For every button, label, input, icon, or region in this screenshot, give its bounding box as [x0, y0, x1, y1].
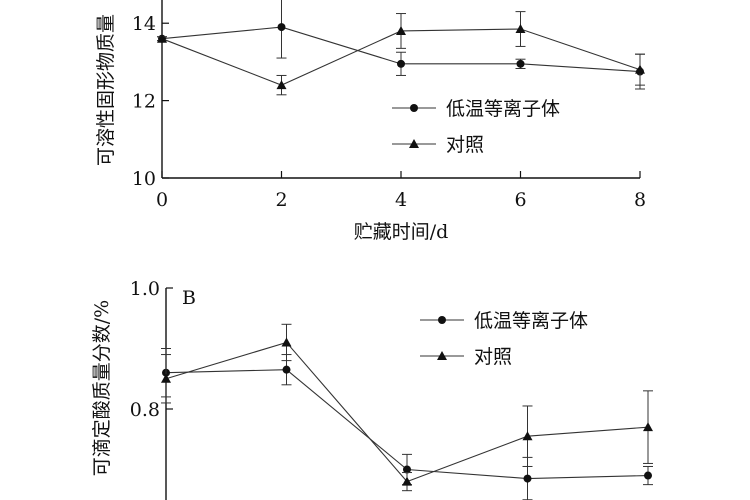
data-point [522, 431, 533, 441]
legend-label: 低温等离子体 [474, 310, 588, 332]
x-tick-label: 0 [156, 189, 168, 211]
data-point [396, 25, 406, 35]
series-plasma [161, 348, 653, 500]
data-point [635, 64, 645, 74]
legend-label: 低温等离子体 [446, 98, 560, 120]
y-tick-label: 10 [132, 168, 156, 190]
series-control [157, 11, 645, 96]
x-tick-label: 2 [275, 189, 287, 211]
y-axis-title: 可溶性固形物质量 [95, 14, 117, 166]
legend-marker [437, 351, 447, 360]
data-point [157, 33, 167, 43]
y-tick-label: 14 [132, 13, 156, 35]
legend-marker [409, 139, 419, 148]
data-point [277, 23, 286, 32]
data-point [643, 422, 653, 432]
data-point [161, 373, 171, 383]
legend-entry: 低温等离子体 [420, 310, 588, 332]
data-point [515, 24, 526, 34]
legend-entry: 对照 [420, 346, 512, 368]
y-tick-label: 12 [132, 91, 156, 113]
legend-entry: 低温等离子体 [392, 98, 560, 120]
chart-panel-a: 10 12 14 0 2 4 6 8 贮藏时间/d 可溶性固形物质量低温等离子体对照 [95, 0, 646, 243]
x-axis-title: 贮藏时间/d [354, 221, 449, 243]
y-axis-title: 可滴定酸质量分数/% [91, 300, 113, 476]
data-point [644, 471, 652, 480]
y-tick-label: 0.8 [130, 399, 160, 421]
data-point [402, 476, 412, 486]
data-point [282, 365, 291, 374]
data-point [403, 465, 411, 474]
data-point [516, 59, 525, 68]
x-tick-label: 6 [514, 189, 526, 211]
panel-label: B [182, 287, 196, 309]
legend-label: 对照 [446, 134, 484, 156]
legend-marker [438, 316, 446, 324]
y-tick-label: 1.0 [130, 278, 160, 300]
data-point [523, 474, 532, 483]
legend-marker [410, 104, 418, 112]
x-tick-label: 4 [395, 189, 407, 211]
data-point [397, 59, 405, 68]
legend-label: 对照 [474, 346, 512, 368]
data-point [281, 337, 292, 347]
legend-entry: 对照 [392, 134, 484, 156]
x-tick-label: 8 [634, 189, 646, 211]
series-control [161, 323, 653, 492]
data-point [276, 80, 287, 90]
